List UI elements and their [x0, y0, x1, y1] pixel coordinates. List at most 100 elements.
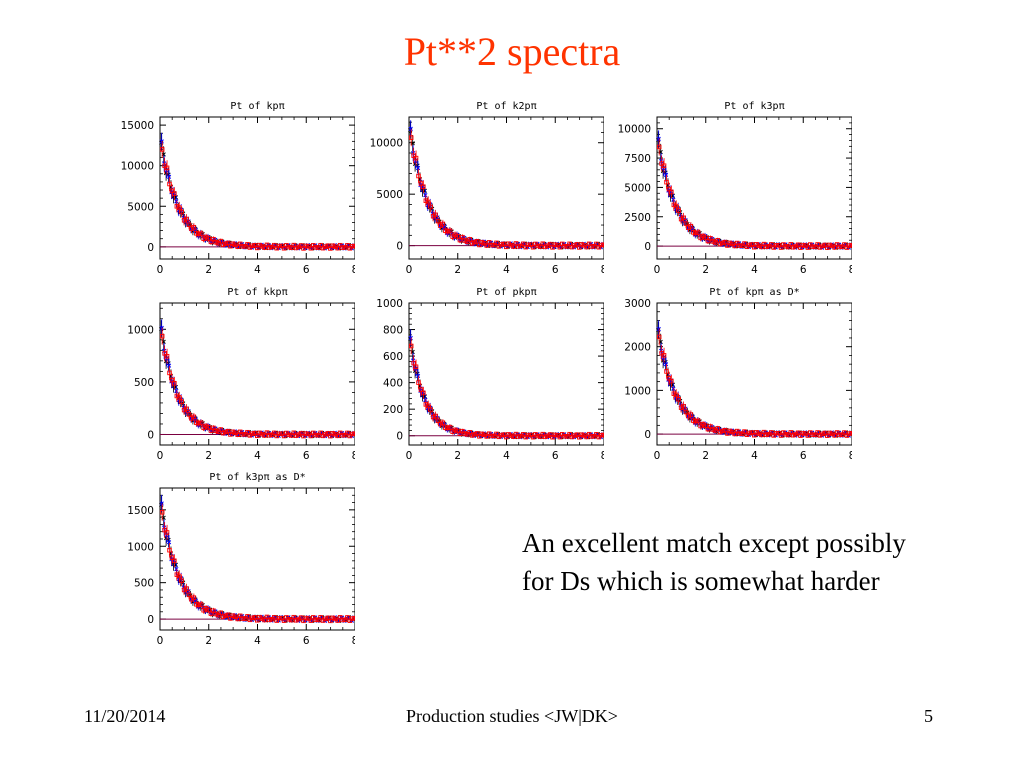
data-point: [822, 430, 828, 436]
data-point: [560, 241, 565, 247]
data-point: [174, 199, 179, 204]
data-point: [717, 429, 723, 435]
x-tick-label: 2: [205, 635, 212, 647]
data-point: [335, 433, 340, 439]
data-point: [747, 242, 752, 248]
data-point: [678, 405, 684, 410]
data-point: [788, 430, 794, 435]
x-tick-label: 0: [157, 450, 164, 462]
data-point: [289, 617, 294, 623]
data-point: [547, 241, 553, 247]
data-point: [252, 430, 258, 436]
data-point: [211, 425, 216, 431]
data-point: [415, 165, 421, 171]
data-points: [408, 120, 604, 250]
data-point: [577, 435, 582, 440]
data-point: [308, 246, 314, 251]
data-point: [494, 431, 499, 437]
data-points: [408, 329, 604, 440]
data-point: [725, 243, 730, 248]
data-point: [827, 430, 833, 436]
data-point: [208, 239, 214, 245]
data-point: [703, 423, 708, 429]
data-point: [179, 209, 184, 215]
data-point: [501, 432, 507, 437]
data-point: [440, 420, 446, 425]
data-point: [460, 428, 465, 434]
data-point: [264, 242, 270, 248]
data-point: [717, 241, 723, 247]
data-point: [676, 208, 681, 213]
plot-pt-k2pi: Pt of k2pπ 0 2 4 6 8 0 5000 10000: [364, 97, 604, 277]
data-point: [661, 353, 667, 358]
data-point: [474, 431, 480, 436]
data-point: [255, 245, 260, 251]
data-point: [445, 425, 451, 431]
data-point: [172, 381, 177, 386]
data-point: [167, 370, 172, 376]
data-point: [761, 241, 767, 247]
data-point: [166, 363, 172, 368]
data-point: [754, 430, 759, 435]
data-point: [455, 234, 460, 239]
data-point: [250, 243, 255, 248]
plot-svg: Pt of k3pπ as D* 0 2 4 6 8 0 500 1000 1500: [127, 472, 355, 647]
data-point: [847, 243, 852, 248]
data-point: [567, 431, 572, 437]
data-point: [842, 242, 847, 247]
data-point: [213, 611, 219, 617]
x-tick-label: 8: [849, 264, 852, 276]
y-tick-label: 2500: [624, 212, 651, 224]
data-point: [656, 144, 662, 150]
data-point: [486, 240, 492, 245]
data-point: [286, 244, 292, 250]
data-point: [235, 616, 241, 622]
y-tick-label: 800: [383, 325, 403, 337]
data-point: [433, 212, 438, 218]
data-point: [255, 618, 260, 623]
data-point: [538, 244, 543, 249]
x-tick-label: 6: [800, 450, 807, 462]
data-point: [184, 216, 189, 222]
data-point: [691, 418, 696, 423]
data-point: [847, 431, 852, 436]
data-point: [825, 433, 830, 438]
x-tick-label: 8: [601, 450, 604, 462]
x-tick-label: 6: [800, 264, 807, 276]
data-point: [759, 244, 764, 250]
data-point: [323, 244, 328, 249]
data-point: [834, 430, 840, 435]
y-tick-label: 1000: [624, 385, 651, 397]
data-point: [177, 205, 182, 210]
data-point: [557, 244, 563, 250]
x-tick-label: 4: [751, 450, 758, 462]
data-point: [159, 139, 164, 144]
plot-title: Pt of k2pπ: [476, 101, 536, 112]
y-tick-label: 10000: [121, 161, 154, 173]
plot-pt-kkpi: Pt of kkpπ 0 2 4 6 8 0 500 1000: [115, 283, 355, 463]
data-point: [749, 430, 755, 435]
data-points: [159, 494, 355, 624]
data-point: [191, 595, 197, 600]
data-point: [499, 242, 504, 247]
data-point: [162, 527, 167, 533]
data-point: [340, 433, 345, 438]
data-point: [703, 235, 708, 240]
plot-title: Pt of k3pπ: [724, 101, 784, 112]
data-point: [460, 234, 465, 240]
data-point: [720, 240, 725, 246]
data-point: [220, 614, 226, 620]
data-point: [416, 380, 421, 385]
data-point: [301, 618, 306, 624]
data-point: [208, 611, 214, 616]
data-point: [849, 430, 852, 436]
data-point: [206, 425, 211, 430]
data-point: [245, 429, 250, 435]
footer-date: 11/20/2014: [84, 706, 166, 726]
data-point: [245, 614, 250, 619]
data-point: [198, 602, 204, 607]
data-point: [218, 427, 223, 432]
data-point: [318, 615, 323, 620]
data-point: [428, 407, 433, 413]
data-point: [674, 203, 679, 209]
